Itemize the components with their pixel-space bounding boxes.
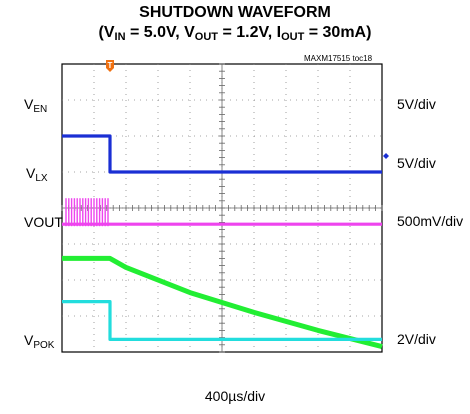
ven-level-marker-icon [383, 153, 389, 159]
x-scale-label: 400µs/div [204, 388, 266, 404]
figure-id: MAXM17515 toc18 [304, 54, 373, 63]
trigger-marker-icon [106, 60, 114, 72]
channel-scale-vlx: 5V/div [397, 155, 436, 171]
channel-label-vlx: VLX [26, 165, 48, 184]
chart-title: SHUTDOWN WAVEFORM [139, 4, 331, 21]
trace-vpok [62, 300, 382, 341]
scope-traces [62, 134, 383, 350]
channel-scale-ven: 5V/div [397, 96, 436, 112]
trigger-marker-label: T [108, 61, 113, 70]
scope-marks: T [106, 60, 389, 159]
trace-ven [62, 134, 382, 174]
chart-subtitle: (VIN = 5.0V, VOUT = 1.2V, IOUT = 30mA) [98, 24, 372, 43]
channel-scale-vpok: 2V/div [397, 331, 436, 347]
trace-vout [62, 255, 383, 350]
channel-label-ven: VEN [24, 96, 48, 115]
channel-label-vpok: VPOK [24, 332, 55, 351]
channel-scale-vout: 500mV/div [397, 213, 464, 229]
channel-label-vout: VOUT [24, 214, 63, 230]
